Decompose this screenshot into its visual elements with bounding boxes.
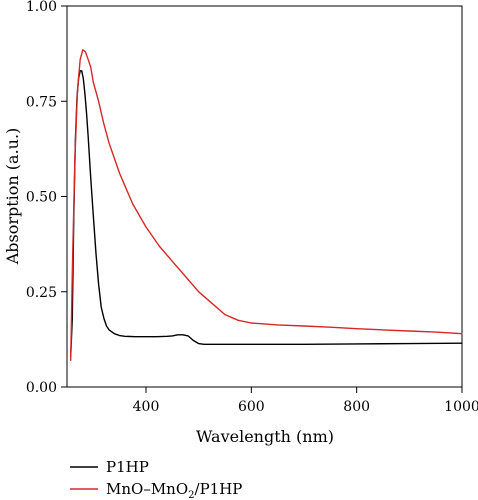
y-tick-label-3: 0.75 <box>26 94 57 110</box>
y-tick-label-0: 0.00 <box>26 380 57 396</box>
series-line-mno-mno2-p1hp <box>69 49 463 361</box>
y-tick-label-2: 0.50 <box>26 190 57 206</box>
legend-label-mno-subscript: 2 <box>188 490 194 500</box>
x-axis-title: Wavelength (nm) <box>196 427 334 446</box>
series-layer <box>69 49 463 361</box>
plot-frame <box>66 5 463 388</box>
legend: P1HP MnO–MnO2/P1HP <box>70 458 242 500</box>
y-axis-title: Absorption (a.u.) <box>3 128 22 266</box>
y-tick-label-4: 1.00 <box>26 0 57 15</box>
series-line-p1hp <box>69 70 463 358</box>
y-axis: 0.00 0.25 0.50 0.75 1.00 <box>26 0 67 396</box>
legend-label-p1hp-main: P1HP <box>106 458 149 476</box>
y-tick-label-1: 0.25 <box>26 285 57 301</box>
x-tick-label-400: 400 <box>133 399 160 415</box>
legend-label-p1hp: P1HP <box>106 458 149 476</box>
x-tick-label-800: 800 <box>343 399 370 415</box>
legend-label-mno-tail: /P1HP <box>195 480 243 498</box>
x-tick-label-600: 600 <box>238 399 265 415</box>
x-tick-label-1000: 1000 <box>444 399 478 415</box>
legend-label-mno-main: MnO–MnO <box>106 480 188 498</box>
x-axis: 400 600 800 1000 <box>133 387 478 415</box>
legend-label-mno-mno2-p1hp: MnO–MnO2/P1HP <box>106 480 242 500</box>
plot-area <box>66 5 463 388</box>
